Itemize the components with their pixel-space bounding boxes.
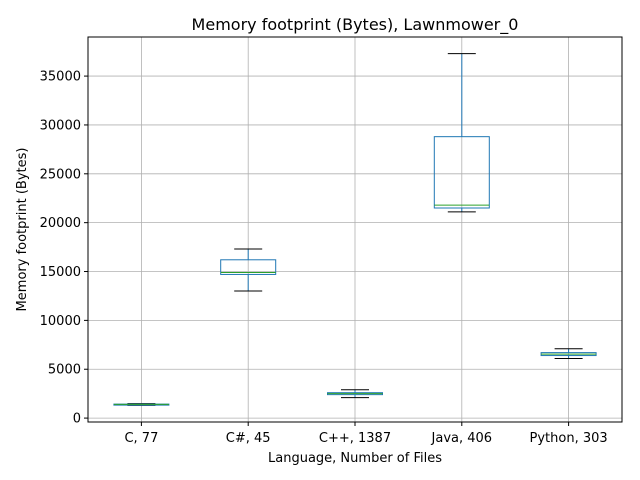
box-0 [113,403,170,406]
chart-title: Memory footprint (Bytes), Lawnmower_0 [192,15,519,35]
y-tick-label: 0 [73,412,81,427]
y-tick-label: 25000 [40,167,81,182]
y-tick-label: 30000 [40,118,81,133]
y-tick-label: 15000 [40,265,81,280]
y-tick-label: 10000 [40,314,81,329]
box-2 [327,389,383,399]
box-1 [220,248,277,292]
x-axis: C, 77 C#, 45 C++, 1387 Java, 406 Python, 303 [124,422,608,446]
y-tick-label: 5000 [48,363,81,378]
iqr-box [220,259,277,275]
x-axis-label: Language, Number of Files [268,451,442,466]
y-tick-label: 20000 [40,216,81,231]
x-tick-label: C, 77 [124,431,158,446]
y-tick-label: 35000 [40,70,81,85]
box-4 [540,348,597,359]
x-tick-label: Java, 406 [431,431,493,446]
iqr-box [433,136,490,209]
x-tick-label: Python, 303 [530,431,608,446]
y-axis: 0 5000 10000 15000 20000 25000 30000 35000 [40,70,88,427]
x-tick-label: C#, 45 [226,431,271,446]
y-axis-label: Memory footprint (Bytes) [15,148,30,312]
x-tick-label: C++, 1387 [319,431,391,446]
box-series [113,53,597,406]
box-3 [433,53,490,213]
grid [88,37,622,422]
